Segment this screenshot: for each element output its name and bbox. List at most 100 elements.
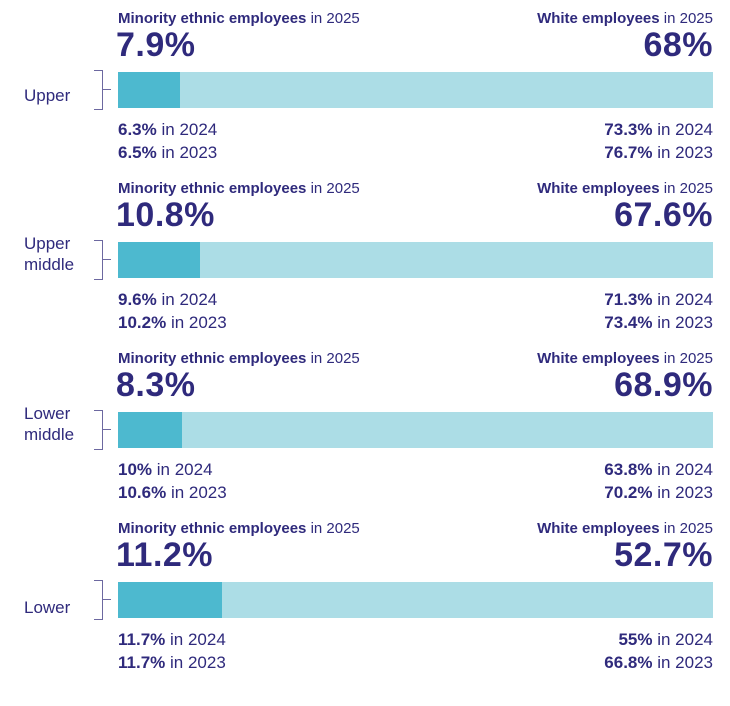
prev-suffix: in 2023 [657,483,713,502]
minority-2025-value: 10.8% [116,196,215,234]
minority-label: Minority ethnic employees in 2025 [118,180,360,197]
white-2025-value: 67.6% [614,196,713,234]
white-label: White employees in 2025 [537,520,713,537]
minority-previous: 10.6% in 2023 [118,483,227,503]
prev-value: 10.2% [118,313,167,332]
bracket-icon [94,580,103,620]
white-2025-value: 52.7% [614,536,713,574]
white-previous: 73.4% in 2023 [604,313,713,333]
white-label: White employees in 2025 [537,350,713,367]
bracket-icon [94,240,103,280]
minority-2025-value: 11.2% [116,536,214,574]
white-previous: 63.8% in 2024 [604,460,713,480]
prev-value: 11.7% [118,630,166,649]
prev-suffix: in 2023 [170,653,226,672]
minority-previous: 11.7% in 2024 [118,630,226,650]
minority-previous: 9.6% in 2024 [118,290,217,310]
white-label-bold: White employees [537,520,660,537]
white-previous: 71.3% in 2024 [604,290,713,310]
prev-suffix: in 2023 [657,143,713,162]
category-group: Minority ethnic employees in 2025 White e… [0,10,730,170]
bar-white-segment [118,72,713,108]
bar-white-segment [118,582,713,618]
minority-2025-value: 7.9% [116,26,196,64]
category-group: Minority ethnic employees in 2025 White e… [0,520,730,680]
year-suffix: in 2025 [663,520,713,537]
prev-suffix: in 2023 [657,313,713,332]
bracket-icon [94,70,103,110]
bracket-icon [94,410,103,450]
white-label-bold: White employees [537,10,660,27]
white-previous: 76.7% in 2023 [604,143,713,163]
year-suffix: in 2025 [310,10,360,27]
prev-value: 71.3% [604,290,653,309]
white-label: White employees in 2025 [537,10,713,27]
prev-suffix: in 2023 [170,483,227,502]
bracket-tick-icon [103,429,111,430]
bar-white-segment [118,242,713,278]
category-group: Minority ethnic employees in 2025 White e… [0,350,730,510]
prev-value: 11.7% [118,653,166,672]
white-label-bold: White employees [537,350,660,367]
year-suffix: in 2025 [310,350,360,367]
white-2025-value: 68.9% [614,366,713,404]
bar-minority-segment [118,412,182,448]
bracket-tick-icon [103,89,111,90]
prev-suffix: in 2024 [161,120,218,139]
minority-label-bold: Minority ethnic employees [118,180,307,197]
prev-suffix: in 2024 [156,460,213,479]
prev-value: 10% [118,460,153,479]
minority-label: Minority ethnic employees in 2025 [118,10,360,27]
bar-minority-segment [118,72,180,108]
white-previous: 70.2% in 2023 [604,483,713,503]
minority-previous: 6.3% in 2024 [118,120,217,140]
minority-previous: 10.2% in 2023 [118,313,227,333]
prev-suffix: in 2024 [657,120,713,139]
prev-value: 66.8% [604,653,653,672]
bar-minority-segment [118,242,200,278]
minority-label: Minority ethnic employees in 2025 [118,520,360,537]
category-group: Minority ethnic employees in 2025 White e… [0,180,730,340]
prev-suffix: in 2024 [161,290,218,309]
prev-value: 63.8% [604,460,653,479]
prev-value: 6.5% [118,143,157,162]
bar-white-segment [118,412,713,448]
white-2025-value: 68% [643,26,713,64]
minority-label-bold: Minority ethnic employees [118,520,307,537]
prev-value: 6.3% [118,120,157,139]
prev-value: 73.3% [604,120,653,139]
prev-suffix: in 2023 [657,653,713,672]
year-suffix: in 2025 [663,350,713,367]
minority-label-bold: Minority ethnic employees [118,350,307,367]
prev-suffix: in 2024 [657,290,713,309]
white-previous: 73.3% in 2024 [604,120,713,140]
minority-previous: 11.7% in 2023 [118,653,226,673]
minority-2025-value: 8.3% [116,366,196,404]
year-suffix: in 2025 [310,180,360,197]
prev-value: 70.2% [604,483,653,502]
prev-value: 10.6% [118,483,167,502]
minority-label-bold: Minority ethnic employees [118,10,307,27]
white-label: White employees in 2025 [537,180,713,197]
prev-suffix: in 2024 [657,630,713,649]
prev-value: 73.4% [604,313,653,332]
bracket-tick-icon [103,599,111,600]
prev-suffix: in 2023 [161,143,218,162]
minority-label: Minority ethnic employees in 2025 [118,350,360,367]
category-label: Upper middle [24,234,75,274]
category-label: Upper [24,86,71,105]
year-suffix: in 2025 [310,520,360,537]
bar-minority-segment [118,582,223,618]
prev-suffix: in 2024 [170,630,226,649]
year-suffix: in 2025 [663,10,713,27]
prev-value: 76.7% [604,143,653,162]
year-suffix: in 2025 [663,180,713,197]
category-label: Lower [24,598,71,617]
prev-value: 55% [618,630,653,649]
category-label: Lower middle [24,404,75,444]
prev-suffix: in 2023 [170,313,227,332]
bracket-tick-icon [103,259,111,260]
white-previous: 66.8% in 2023 [604,653,713,673]
prev-suffix: in 2024 [657,460,713,479]
minority-previous: 6.5% in 2023 [118,143,217,163]
